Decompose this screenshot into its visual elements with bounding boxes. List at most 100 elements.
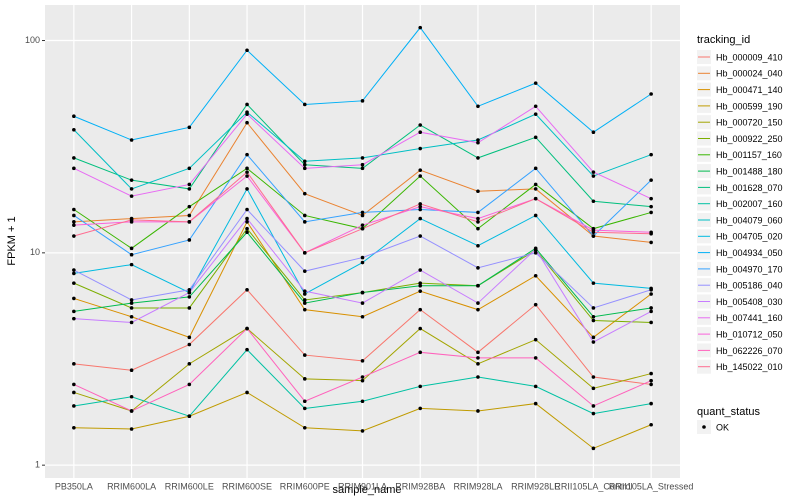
x-tick-label: RRIM928BA <box>395 481 445 491</box>
legend-label: Hb_005408_030 <box>716 297 783 307</box>
point <box>72 382 76 387</box>
point <box>418 216 423 221</box>
y-axis-title: FPKM + 1 <box>6 216 18 265</box>
point <box>72 404 76 408</box>
point <box>187 213 192 218</box>
legend-label: Hb_000720_150 <box>716 118 783 128</box>
point <box>72 390 76 395</box>
point <box>187 382 192 387</box>
legend-label: Hb_000024_040 <box>716 69 783 79</box>
point <box>418 202 423 206</box>
point <box>476 409 480 413</box>
point <box>245 226 249 231</box>
point <box>245 207 249 212</box>
point <box>649 371 653 376</box>
point <box>187 182 192 187</box>
point <box>360 162 365 167</box>
legend-label: Hb_004970_170 <box>716 264 783 274</box>
point-legend-label: OK <box>716 422 729 432</box>
point <box>72 271 76 276</box>
point <box>245 287 249 292</box>
point <box>187 295 192 299</box>
point <box>649 178 653 182</box>
point <box>302 292 307 296</box>
legend-label: Hb_005186_040 <box>716 281 783 291</box>
legend-label: Hb_062226_070 <box>716 346 783 356</box>
point <box>476 283 480 288</box>
point <box>302 289 307 293</box>
point <box>187 125 192 130</box>
point <box>245 174 249 178</box>
point <box>476 104 480 109</box>
point <box>302 301 307 305</box>
point <box>418 168 423 173</box>
point <box>476 220 480 224</box>
legend-label: Hb_001628_070 <box>716 183 783 193</box>
point <box>476 375 480 379</box>
point <box>245 347 249 352</box>
point <box>129 178 134 182</box>
point <box>649 292 653 296</box>
point <box>533 196 538 201</box>
point <box>418 268 423 272</box>
point <box>360 429 365 433</box>
point <box>418 281 423 285</box>
legend-label: Hb_004934_050 <box>716 248 783 258</box>
point <box>129 252 134 257</box>
legend-label: Hb_004705_020 <box>716 232 783 242</box>
point <box>476 243 480 248</box>
point <box>418 406 423 411</box>
legend-label: Hb_001157_160 <box>716 150 782 160</box>
point <box>245 170 249 174</box>
point <box>302 166 307 171</box>
point <box>72 425 76 430</box>
point <box>72 223 76 227</box>
point <box>591 306 596 310</box>
point <box>649 378 653 383</box>
point <box>360 255 365 260</box>
x-axis-title: sample_name <box>332 484 401 496</box>
point <box>476 362 480 366</box>
point <box>418 123 423 127</box>
point <box>649 152 653 157</box>
point <box>302 162 307 167</box>
point <box>245 220 249 224</box>
x-tick-label: RRII105LA_Control <box>554 481 632 491</box>
legend-label: Hb_002007_160 <box>716 199 783 209</box>
point <box>187 220 192 224</box>
point <box>72 281 76 285</box>
point <box>591 199 596 204</box>
x-tick-label: RRIM600LA <box>107 481 156 491</box>
point <box>302 102 307 107</box>
point <box>129 368 134 373</box>
legend-point <box>702 425 706 429</box>
point <box>533 182 538 187</box>
point <box>129 187 134 191</box>
point <box>302 377 307 381</box>
point <box>591 281 596 285</box>
point <box>302 159 307 164</box>
point <box>649 210 653 215</box>
point <box>533 337 538 342</box>
legend-label: Hb_145022_010 <box>716 362 783 372</box>
point <box>187 306 192 310</box>
x-tick-label: RRIM600PE <box>280 481 330 491</box>
point <box>418 283 423 288</box>
point <box>72 127 76 132</box>
point <box>649 422 653 427</box>
point <box>129 301 134 305</box>
legend-label: Hb_001488_180 <box>716 166 783 176</box>
point <box>418 384 423 389</box>
point <box>245 390 249 395</box>
point <box>476 140 480 145</box>
point <box>360 223 365 227</box>
point <box>129 314 134 319</box>
point <box>245 120 249 125</box>
point <box>129 320 134 325</box>
x-tick-label: RRIM901LA <box>338 481 387 491</box>
point <box>476 189 480 194</box>
point <box>476 266 480 270</box>
point <box>591 174 596 178</box>
x-tick-label: RRIM928LE <box>511 481 560 491</box>
